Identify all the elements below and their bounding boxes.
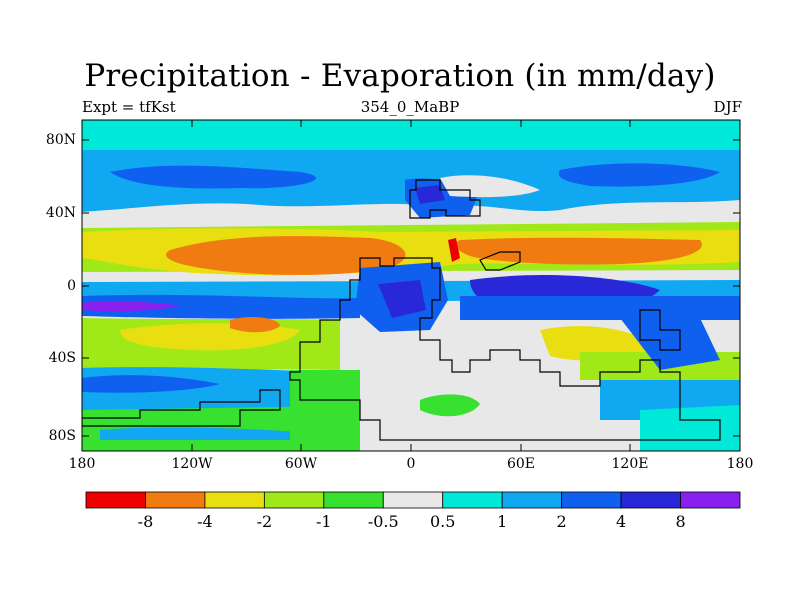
south-continent-green [290,370,380,451]
colorbar-label: 8 [675,512,686,531]
dry-core-asia [455,237,702,265]
colorbar-swatch [620,491,681,509]
south-land-outline [82,389,281,427]
colorbar-label: -2 [256,512,273,531]
contour-field [82,120,740,451]
x-tick-label: 180 [726,456,754,472]
colorbar-swatch [561,491,622,509]
season-label: DJF [713,98,742,116]
north-land-outline [409,179,481,219]
x-tick-label: 120W [171,456,213,472]
y-tick-label: 80S [48,428,76,444]
extreme-dry-core [448,238,460,262]
colorbar-label: -0.5 [367,512,399,531]
colorbar-label: -1 [316,512,332,531]
east-land-outline [479,251,521,271]
south-dry-core [230,317,280,333]
colorbar-label: 2 [556,512,567,531]
map-title: Precipitation - Evaporation (in mm/day) [84,58,716,94]
axis-ticks [82,120,740,451]
y-tick-label: 0 [67,278,76,294]
colorbar-label: 0.5 [429,512,456,531]
colorbar-swatch [680,491,741,509]
x-tick-label: 120E [611,456,649,472]
colorbar-swatch [204,491,265,509]
colorbar-swatch [263,491,325,509]
colorbar [85,491,741,509]
antarctic-wet [100,427,300,440]
east-island-outline [639,309,681,351]
north-land-core [415,185,445,204]
east-tropical-band [460,296,740,320]
colorbar-swatch [323,491,384,509]
continent-outline [289,257,721,441]
north-pacific-core [558,163,720,187]
x-tick-label: 180 [68,456,96,472]
colorbar-label: 1 [497,512,508,531]
east-south-wet [620,318,720,370]
colorbar-label: 4 [615,512,627,531]
south-storm-core [82,375,220,393]
equatorial-pacific-core [82,294,360,319]
land-green-patch [420,394,480,417]
colorbar-label: -4 [197,512,213,531]
y-tick-label: 80N [45,132,76,148]
dry-core-atlantic [166,236,406,275]
colorbar-swatch [85,491,146,509]
colorbar-swatch [501,491,563,509]
colorbar-swatch [382,491,444,509]
x-tick-label: 60E [506,456,536,472]
north-land-dry [440,175,540,198]
tropical-land-core [378,280,426,318]
y-tick-label: 40N [45,205,76,221]
experiment-label: Expt = tfKst [82,98,176,116]
gondwana-interior [360,330,540,451]
x-tick-label: 0 [406,456,416,472]
colorbar-swatch [442,491,503,509]
period-label: 354_0_MaBP [360,98,460,116]
colorbar-swatch [145,491,206,509]
y-tick-label: 40S [48,350,76,366]
east-antarctic [640,405,740,451]
colorbar-label: -8 [137,512,154,531]
north-storm-core [110,165,317,189]
x-tick-label: 60W [284,456,318,472]
equatorial-extreme-wet [82,301,180,312]
